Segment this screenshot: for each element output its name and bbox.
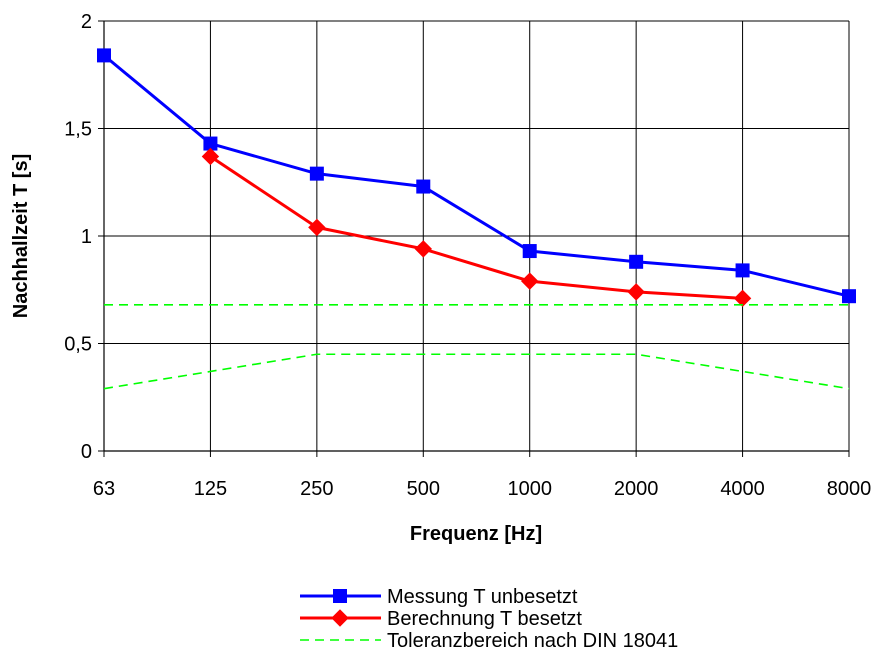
y-tick-label: 2 [81,11,92,33]
y-axis-title: Nachhallzeit T [s] [10,154,32,318]
data-point [201,147,220,166]
x-tick-label: 1000 [507,478,552,500]
data-point [733,289,752,308]
x-tick-label: 500 [407,478,440,500]
series-line [209,155,743,300]
data-point [309,166,324,181]
legend-item: Toleranzbereich nach DIN 18041 [300,630,678,652]
legend-item: Berechnung T besetzt [300,608,582,630]
legend-label: Messung T unbesetzt [387,586,578,608]
legend-item: Messung T unbesetzt [300,586,578,608]
series-line [103,54,850,298]
data-point [735,263,750,278]
y-tick-label: 1,5 [64,119,92,141]
x-tick-label: 2000 [614,478,659,500]
series-layer [97,48,856,390]
x-tick-label: 8000 [827,478,872,500]
x-tick-label: 63 [93,478,115,500]
x-tick-label: 125 [194,478,227,500]
y-tick-label: 0 [81,441,92,463]
series-line [103,353,850,390]
x-axis-title: Frequenz [Hz] [410,523,542,545]
legend-label: Toleranzbereich nach DIN 18041 [387,630,678,652]
data-point [97,48,111,63]
grid [104,20,850,451]
data-point [629,254,644,269]
series-0 [97,48,856,304]
data-point [414,240,432,258]
y-tick-label: 1 [81,226,92,248]
legend-swatch-marker [333,589,347,603]
data-point [521,272,539,290]
data-point [308,218,326,237]
series-1 [201,147,752,308]
series-3 [103,353,850,390]
legend-swatch-marker [331,609,349,627]
data-point [627,283,645,301]
x-tick-labels: 63 125 250 500 1000 2000 4000 8000 [93,478,871,500]
data-point [522,244,537,259]
legend-label: Berechnung T besetzt [387,608,582,630]
data-point [842,289,856,304]
x-tick-label: 250 [300,478,333,500]
axes [98,20,850,457]
x-tick-label: 4000 [720,478,765,500]
data-point [416,179,431,194]
y-tick-label: 0,5 [64,334,92,356]
y-tick-labels: 0 0,5 1 1,5 2 [64,11,92,463]
